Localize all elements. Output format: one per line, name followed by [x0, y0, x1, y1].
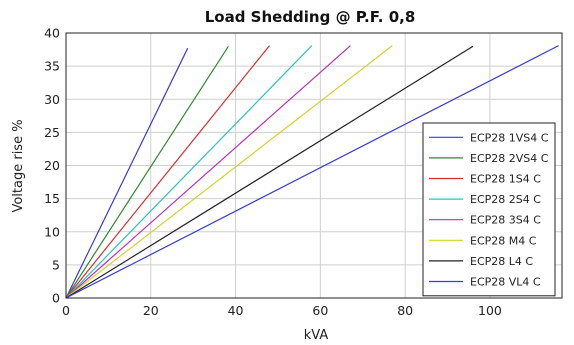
y-tick-label: 40 — [44, 26, 60, 41]
legend-label: ECP28 2VS4 C — [470, 152, 549, 165]
series-line — [65, 45, 313, 299]
legend: ECP28 1VS4 C ECP28 2VS4 C ECP28 1S4 C ECP28… — [422, 122, 556, 297]
series-line — [65, 45, 559, 299]
y-tick-label: 20 — [44, 158, 60, 173]
chart-title: Load Shedding @ P.F. 0,8 — [205, 8, 416, 26]
y-tick-label: 15 — [44, 191, 60, 206]
legend-label: ECP28 1S4 C — [470, 173, 541, 186]
x-tick-label: 80 — [397, 303, 413, 318]
legend-label: ECP28 3S4 C — [470, 214, 541, 227]
series-line — [65, 47, 189, 299]
y-tick-label: 0 — [52, 291, 60, 306]
series-line — [65, 45, 393, 299]
legend-label: ECP28 1VS4 C — [470, 131, 549, 144]
y-axis-label: Voltage rise % — [11, 119, 26, 212]
y-tick-label: 25 — [44, 125, 60, 140]
x-tick-label: 0 — [62, 303, 70, 318]
legend-label: ECP28 2S4 C — [470, 193, 541, 206]
x-tick-label: 20 — [143, 303, 159, 318]
legend-label: ECP28 VL4 C — [470, 276, 541, 289]
series-line — [65, 45, 474, 299]
plot-frame — [65, 32, 563, 299]
series-line — [65, 45, 351, 299]
x-axis-label: kVA — [304, 328, 329, 343]
series-line — [65, 45, 270, 299]
legend-label: ECP28 M4 C — [470, 234, 537, 247]
series-group — [65, 45, 559, 299]
x-tick-label: 40 — [228, 303, 244, 318]
legend-box — [422, 122, 556, 297]
legend-label: ECP28 L4 C — [470, 255, 533, 268]
tick-labels: 0 20 40 60 80 100 0 5 10 15 20 25 30 35 40 — [44, 26, 502, 319]
series-line — [65, 45, 229, 299]
y-tick-label: 30 — [44, 92, 60, 107]
y-tick-label: 35 — [44, 59, 60, 74]
y-tick-label: 5 — [52, 257, 60, 272]
x-tick-label: 100 — [478, 303, 502, 318]
x-tick-label: 60 — [312, 303, 328, 318]
y-tick-label: 10 — [44, 224, 60, 239]
